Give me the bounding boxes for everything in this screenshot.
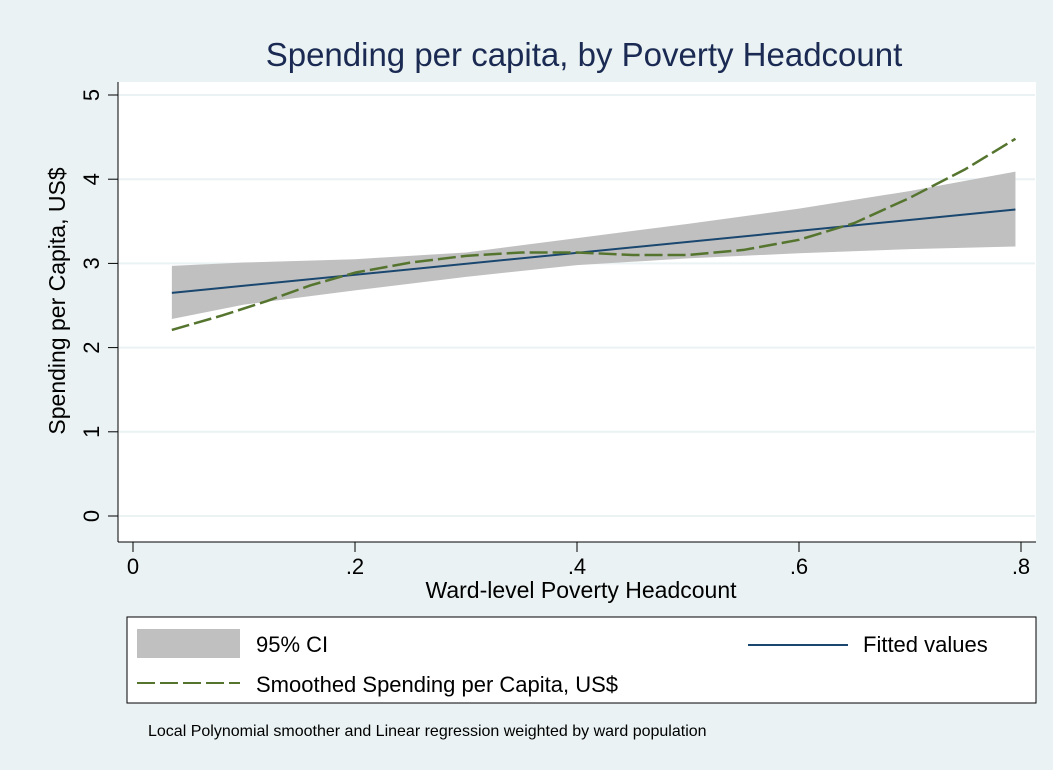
- chart-note: Local Polynomial smoother and Linear reg…: [148, 723, 707, 740]
- legend: 95% CI Fitted values Smoothed Spending p…: [126, 616, 1037, 704]
- legend-label-ci: 95% CI: [256, 632, 328, 657]
- axes: 0 1 2 3 4 5 0 .2 .4 .6 .8: [79, 82, 1036, 579]
- ci-band-layer: [171, 171, 1016, 319]
- y-tick-label-1: 1: [79, 426, 104, 438]
- legend-label-fitted: Fitted values: [863, 632, 988, 657]
- legend-swatch-ci: [137, 629, 240, 658]
- series-lines: [171, 137, 1017, 332]
- smoothed-line: [171, 137, 1017, 332]
- x-tick-label-1: .2: [346, 554, 364, 579]
- x-tick-label-2: .4: [568, 554, 586, 579]
- x-tick-label-0: 0: [127, 554, 139, 579]
- x-axis-label: Ward-level Poverty Headcount: [425, 577, 737, 603]
- legend-box: [126, 616, 1037, 704]
- fitted-line: [171, 208, 1016, 294]
- y-tick-label-2: 2: [79, 341, 104, 353]
- y-tick-label-0: 0: [79, 510, 104, 522]
- y-tick-label-3: 3: [79, 257, 104, 269]
- y-axis-label: Spending per Capita, US$: [44, 167, 70, 434]
- plot-area: [118, 82, 1036, 542]
- ci-band: [171, 171, 1016, 319]
- x-tick-label-3: .6: [790, 554, 808, 579]
- chart-title: Spending per capita, by Poverty Headcoun…: [266, 36, 903, 73]
- y-tick-label-4: 4: [79, 173, 104, 185]
- y-tick-label-5: 5: [79, 89, 104, 101]
- x-tick-label-4: .8: [1012, 554, 1030, 579]
- legend-label-smoothed: Smoothed Spending per Capita, US$: [256, 672, 618, 697]
